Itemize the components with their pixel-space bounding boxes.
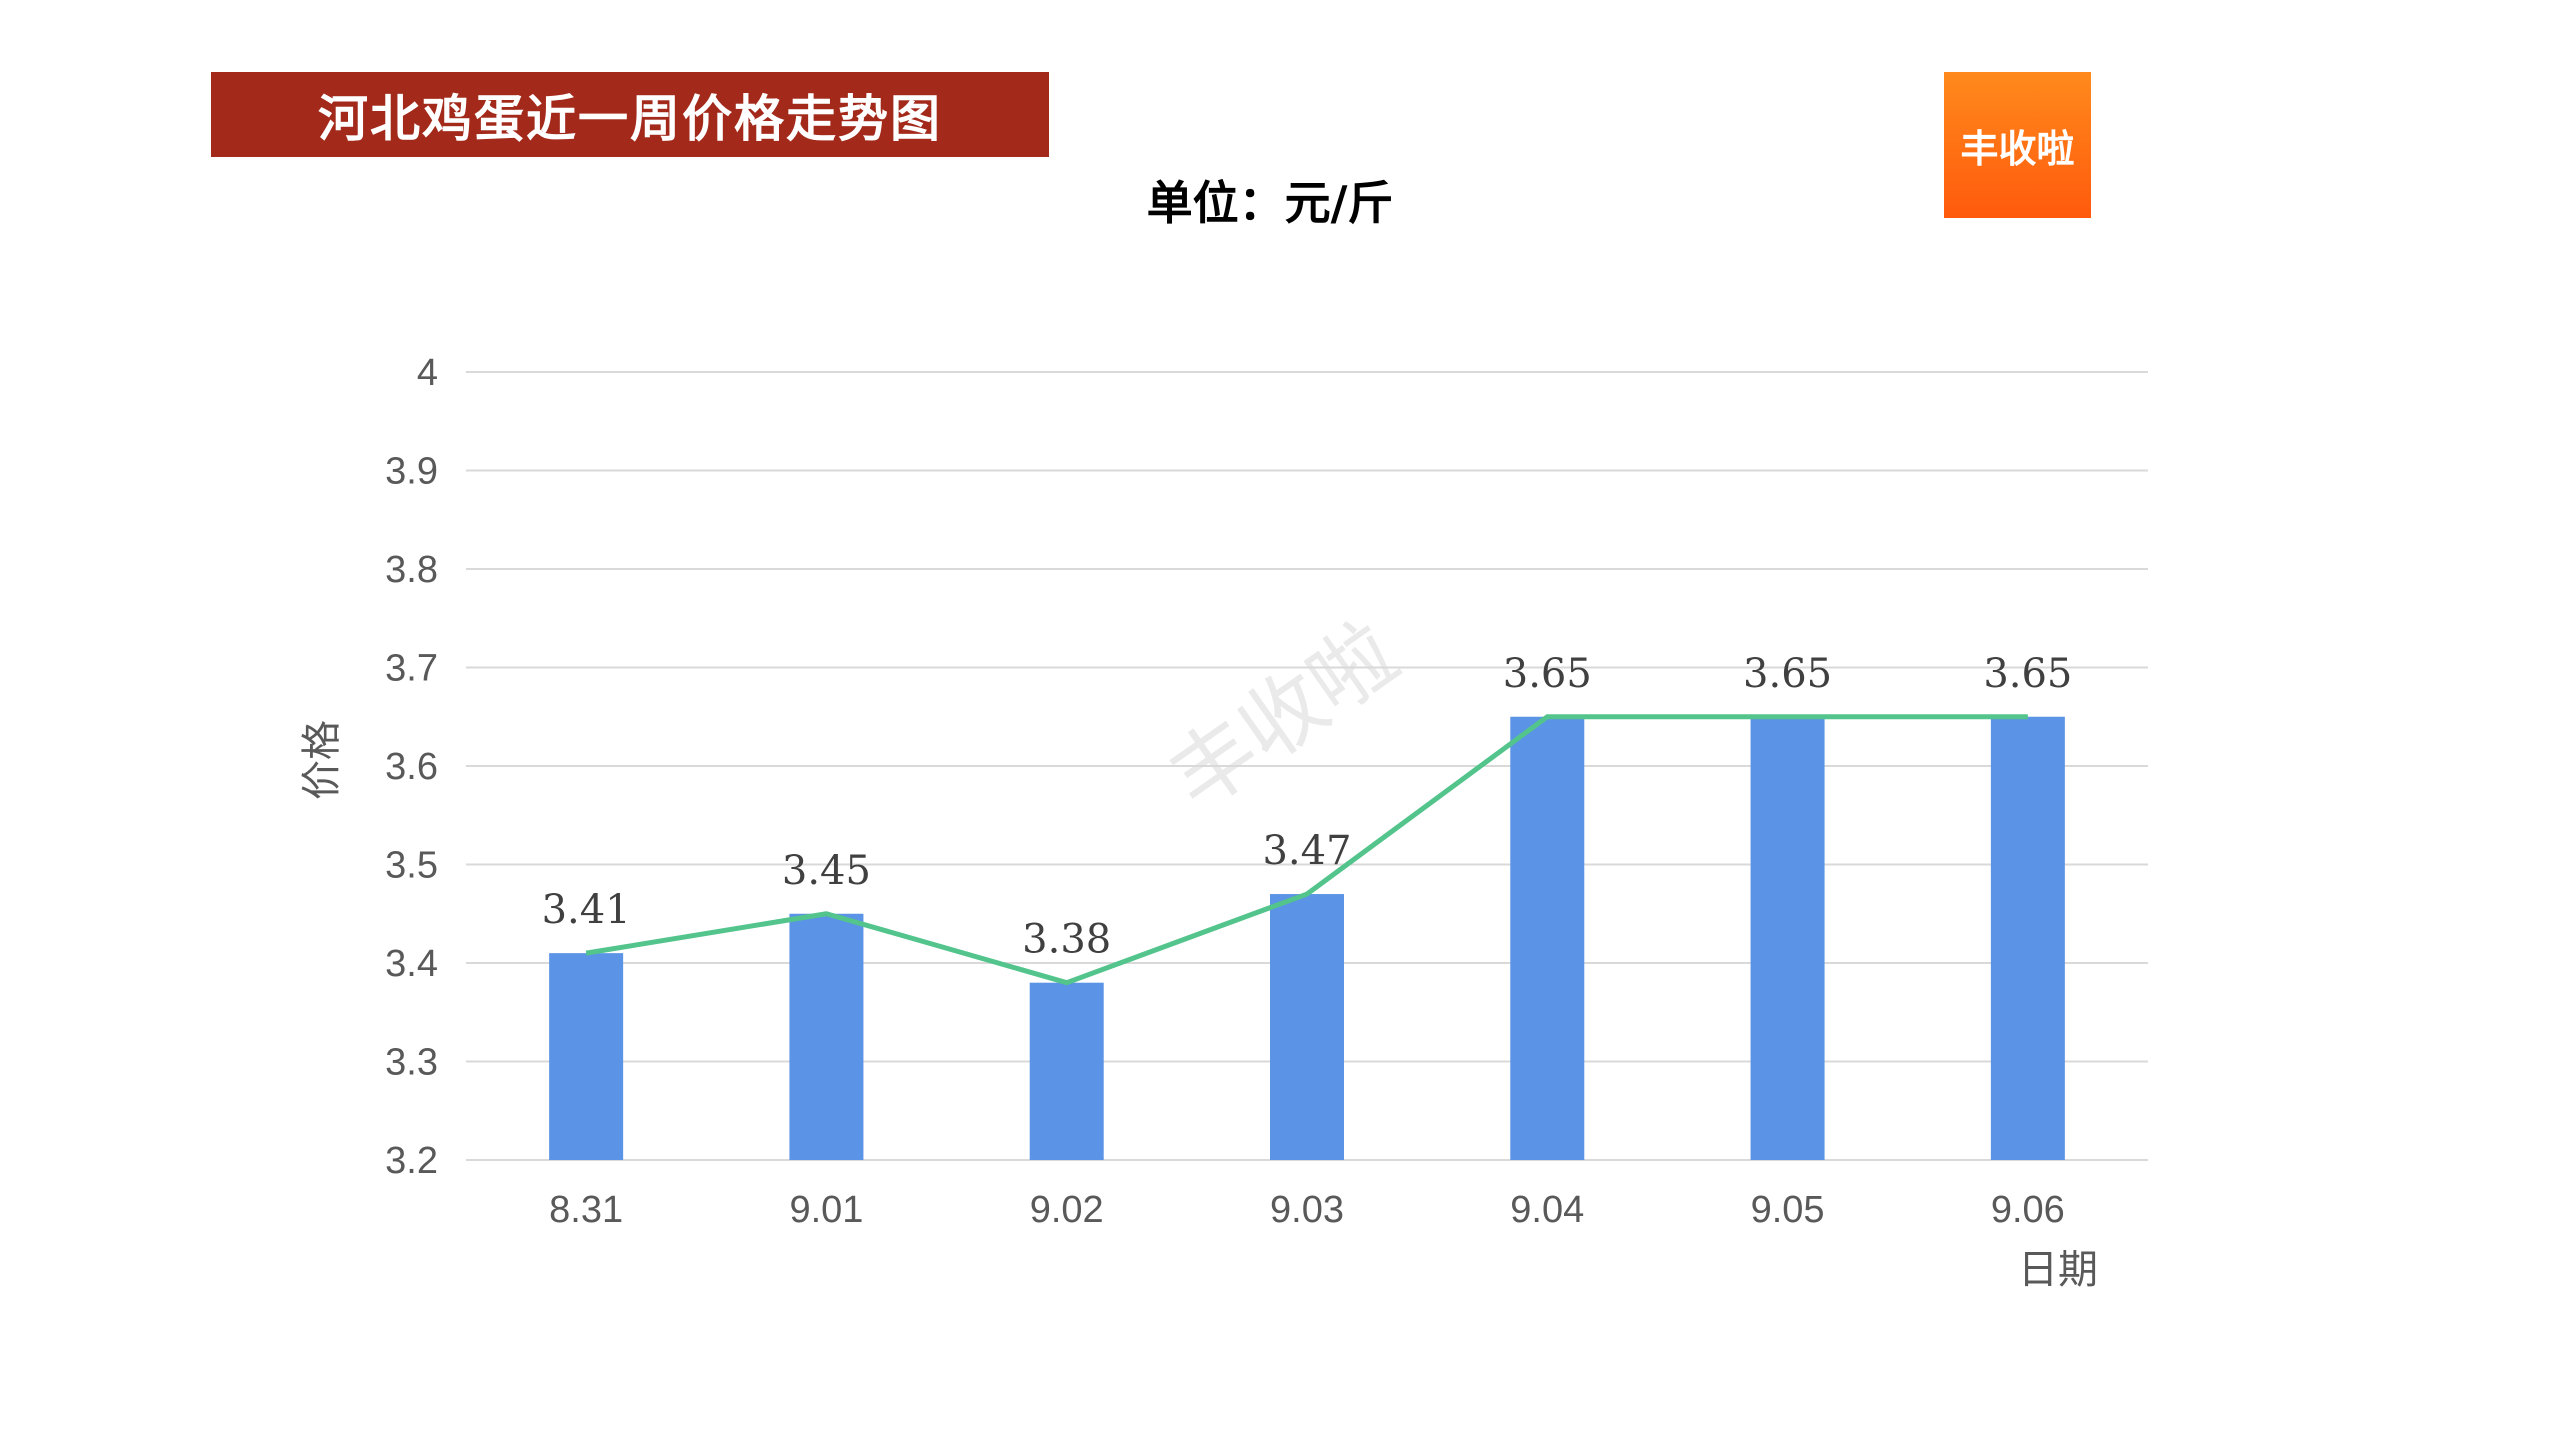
chart-title-banner: 河北鸡蛋近一周价格走势图 xyxy=(211,72,1049,157)
trend-line xyxy=(585,714,2028,986)
bar xyxy=(1029,982,1104,1160)
unit-label: 单位：元/斤 xyxy=(1146,176,1394,230)
data-label: 3.47 xyxy=(1262,828,1351,874)
x-tick-label: 9.05 xyxy=(1751,1189,1825,1231)
y-tick-label: 3.6 xyxy=(385,746,438,788)
x-tick-label: 9.04 xyxy=(1510,1189,1584,1231)
y-tick-label: 3.9 xyxy=(385,451,438,493)
data-label: 3.41 xyxy=(542,887,631,933)
brand-logo: 丰收啦 xyxy=(1944,72,2091,218)
y-tick-label: 3.3 xyxy=(385,1042,438,1084)
x-tick-label: 9.01 xyxy=(789,1189,863,1231)
data-label: 3.45 xyxy=(782,848,871,894)
bar xyxy=(789,913,864,1160)
y-tick-label: 3.2 xyxy=(385,1140,438,1182)
bar xyxy=(549,953,624,1160)
data-labels: 3.41 3.45 3.38 3.47 3.65 3.65 3.65 xyxy=(542,651,2073,963)
bar-series xyxy=(549,716,2065,1160)
x-tick-label: 9.03 xyxy=(1270,1189,1344,1231)
bar xyxy=(1510,716,1585,1160)
data-label: 3.38 xyxy=(1022,917,1111,963)
y-tick-label: 3.8 xyxy=(385,549,438,591)
y-tick-label: 3.7 xyxy=(385,648,438,690)
axis-ticks: 3.2 3.3 3.4 3.5 3.6 3.7 3.8 3.9 4 8.31 9.01 9.02 9.0… xyxy=(385,352,2065,1231)
data-label: 3.65 xyxy=(1743,651,1832,697)
line-series xyxy=(585,714,2028,986)
bar xyxy=(1270,894,1344,1160)
x-tick-label: 9.02 xyxy=(1030,1189,1104,1231)
x-tick-label: 8.31 xyxy=(549,1189,623,1231)
y-tick-label: 3.4 xyxy=(385,943,438,985)
x-tick-label: 9.06 xyxy=(1991,1189,2065,1231)
data-label: 3.65 xyxy=(1983,651,2072,697)
bar xyxy=(1750,716,1825,1160)
x-axis-title: 日期 xyxy=(2018,1247,2098,1293)
watermark: 丰收啦 xyxy=(1152,604,1415,829)
y-tick-label: 4 xyxy=(417,352,438,394)
data-label: 3.65 xyxy=(1503,651,1592,697)
bar xyxy=(1990,716,2065,1160)
y-tick-label: 3.5 xyxy=(385,845,438,887)
y-axis-title: 价格 xyxy=(299,720,345,800)
